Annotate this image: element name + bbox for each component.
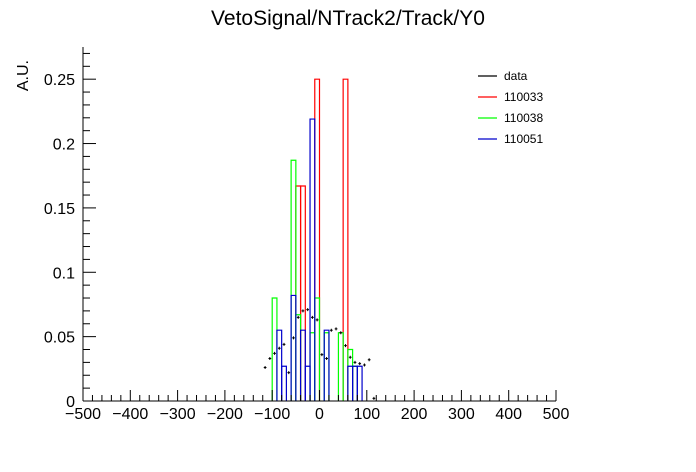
y-tick-label: 0.05 <box>44 330 75 347</box>
legend: data 110033 110038 110051 <box>478 69 543 146</box>
histogram-bar <box>309 118 316 401</box>
data-point <box>344 344 347 348</box>
series-110051 <box>276 118 363 401</box>
data-point <box>263 366 267 370</box>
histogram-bar <box>352 365 358 401</box>
data-point <box>329 328 333 332</box>
plot-area <box>263 78 376 401</box>
histogram-bar <box>347 365 354 401</box>
histogram-bar <box>309 332 316 401</box>
histogram-bar <box>323 329 330 401</box>
data-point <box>320 353 324 357</box>
legend-label: data <box>504 69 528 83</box>
data-point <box>282 342 286 346</box>
x-tick-label: −200 <box>207 406 243 423</box>
y-tick-label: 0.15 <box>44 201 75 218</box>
x-tick-label: −500 <box>65 406 101 423</box>
y-axis-label: A.U. <box>15 60 32 91</box>
data-point <box>372 396 376 400</box>
histogram-bar <box>314 78 321 401</box>
x-tick-label: 300 <box>448 406 475 423</box>
y-tick-label: 0.2 <box>53 137 75 154</box>
legend-label: 110033 <box>504 90 543 104</box>
y-tick-label: 0.1 <box>53 265 75 282</box>
data-point <box>315 318 319 322</box>
data-point <box>292 336 295 340</box>
data-point <box>334 327 338 331</box>
data-point <box>358 362 362 366</box>
histogram-bar <box>323 332 330 401</box>
data-point <box>325 357 328 361</box>
series-110033 <box>295 78 349 401</box>
data-point <box>311 315 314 319</box>
x-tick-label: 500 <box>543 406 570 423</box>
histogram-bar <box>352 365 358 401</box>
x-tick-label: −100 <box>254 406 290 423</box>
histogram-bar <box>276 329 283 401</box>
x-tick-label: −300 <box>160 406 196 423</box>
histogram-bar <box>356 365 363 401</box>
axes: −500 −400 −300 −200 −100 0 100 200 300 400 500 0 0.0… <box>44 47 570 423</box>
histogram-bar <box>342 78 349 401</box>
x-tick-label: 0 <box>315 406 324 423</box>
histogram-bar <box>304 365 311 401</box>
data-point <box>306 308 310 312</box>
legend-label: 110051 <box>504 132 543 146</box>
data-point <box>296 315 300 319</box>
data-point <box>363 363 366 367</box>
histogram-bar <box>290 159 297 401</box>
x-tick-label: 400 <box>495 406 522 423</box>
x-tick-label: 100 <box>353 406 380 423</box>
x-tick-label: 200 <box>401 406 428 423</box>
histogram-bar <box>271 297 278 401</box>
histogram-bar <box>299 329 306 401</box>
histogram-bar <box>295 314 302 401</box>
data-point <box>367 358 371 362</box>
series-data <box>263 308 376 400</box>
data-point <box>353 360 357 364</box>
chart-title: VetoSignal/NTrack2/Track/Y0 <box>211 7 485 30</box>
y-tick-label: 0.25 <box>44 72 75 89</box>
y-tick-label: 0 <box>66 394 75 411</box>
legend-label: 110038 <box>504 111 543 125</box>
histogram-bar <box>314 297 321 401</box>
data-point <box>273 351 276 355</box>
data-point <box>339 331 343 335</box>
data-point <box>287 371 291 375</box>
x-tick-label: −400 <box>112 406 148 423</box>
data-point <box>277 346 281 350</box>
histogram-bar <box>295 185 302 401</box>
data-point <box>268 357 272 361</box>
data-point <box>348 355 352 359</box>
histogram-bar <box>337 332 344 401</box>
data-point <box>301 309 305 313</box>
histogram-bar <box>299 185 306 401</box>
histogram-bar <box>281 365 287 401</box>
histogram-bar <box>290 294 297 401</box>
